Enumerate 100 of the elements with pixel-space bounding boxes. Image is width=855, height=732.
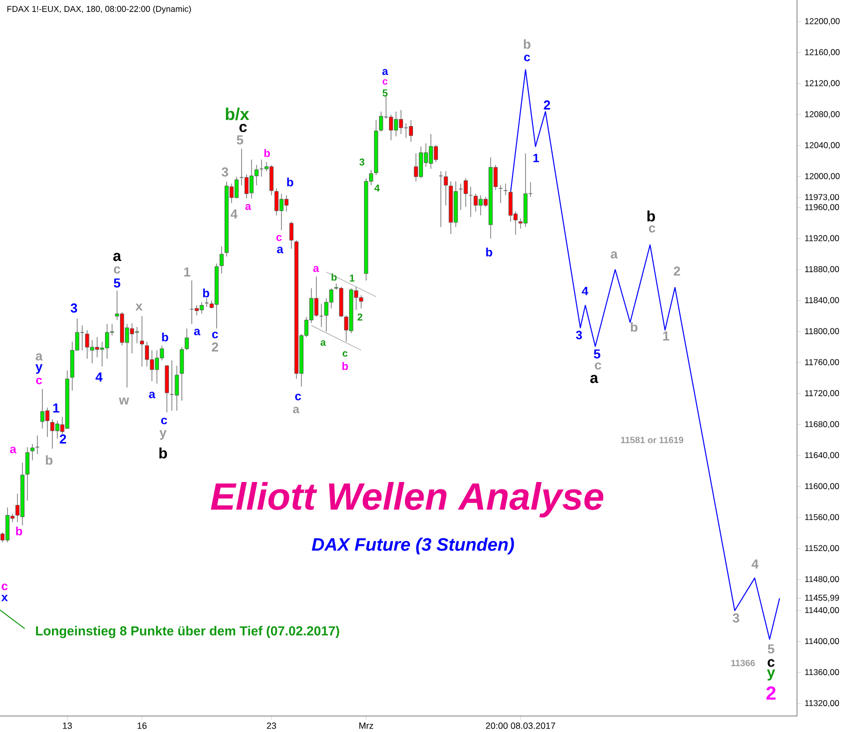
annotation: c	[212, 332, 218, 338]
annotation: 3	[576, 330, 582, 340]
annotation: b	[203, 288, 210, 298]
x-tick-label: 13	[62, 722, 72, 729]
annotation: w	[118, 398, 130, 404]
annotation: 4	[96, 372, 103, 382]
y-tick-label: 11960,00	[805, 204, 840, 212]
annotation: y	[159, 430, 167, 440]
y-tick-label: 11440,00	[805, 607, 840, 614]
annotation: 4	[374, 184, 380, 192]
y-tick-label: 11973,00	[805, 194, 840, 202]
annotation: b	[159, 448, 167, 459]
candlestick	[444, 170, 448, 206]
candlestick	[30, 444, 34, 461]
annotation: 3	[359, 158, 364, 166]
annotation: 4	[582, 286, 588, 296]
x-tick-label: 23	[266, 722, 276, 729]
annotation: c	[768, 659, 775, 667]
y-tick-label: 11880,00	[805, 266, 840, 274]
y-tick-label: 11600,00	[805, 483, 840, 490]
annotation: 4	[752, 560, 759, 568]
text: FDAX 1!-EUX, DAX, 180, 08:00-22:00 (Dynamic)	[7, 6, 191, 14]
annotation: 5	[382, 90, 388, 96]
annotation: c	[295, 394, 301, 400]
annotation: b	[486, 248, 492, 256]
x-tick-label: 16	[138, 722, 147, 729]
annotation: 1	[184, 268, 190, 276]
annotation: x	[135, 304, 143, 310]
annotation: c	[382, 79, 388, 85]
annotation: 11581 or 11619	[621, 436, 684, 444]
annotation: b	[332, 273, 337, 281]
annotation: c	[594, 362, 602, 370]
candlestick	[289, 221, 294, 250]
annotation: 3	[222, 167, 228, 177]
y-tick-label: 12200,00	[805, 18, 840, 26]
y-tick-label: 11920,00	[805, 235, 840, 242]
annotation: a	[313, 266, 320, 272]
annotation: b	[264, 148, 270, 158]
candlestick	[220, 246, 224, 274]
candlestick	[140, 316, 144, 367]
annotation: DAX Future (3 Stunden)	[312, 538, 514, 554]
annotation: a	[245, 204, 252, 210]
annotation: b	[524, 39, 530, 49]
candlestick	[184, 328, 189, 351]
annotation: c	[524, 54, 530, 62]
annotation: c	[36, 378, 42, 384]
y-tick-label: 11520,00	[805, 545, 840, 552]
annotation: 1	[663, 332, 670, 340]
annotation: c	[239, 124, 247, 132]
annotation: x	[1, 594, 8, 602]
y-tick-label: 11720,00	[805, 390, 840, 398]
annotation: 2	[674, 266, 680, 276]
annotation: 5	[114, 278, 120, 288]
annotation: c	[342, 351, 348, 357]
annotation: b	[162, 332, 168, 342]
annotation: b	[647, 210, 655, 222]
annotation: b	[630, 322, 638, 332]
annotation: a	[293, 406, 300, 414]
annotation: 11366	[731, 660, 755, 666]
annotation: 3	[70, 303, 78, 313]
y-tick-label: 11455,99	[805, 594, 839, 602]
annotation: 2	[544, 100, 550, 110]
annotation: c	[276, 234, 282, 242]
annotation: a	[610, 251, 618, 259]
annotation: y	[35, 364, 43, 374]
annotation: b	[46, 455, 52, 465]
annotation: 1	[53, 404, 60, 412]
annotation: 1	[350, 274, 355, 282]
y-tick-label: 11320,00	[805, 700, 840, 708]
y-tick-label: 11360,00	[805, 669, 840, 676]
x-tick-label: 20:00 08.03.2017	[486, 722, 556, 729]
annotation: 4	[230, 210, 238, 218]
annotation: c	[161, 418, 168, 424]
annotation: 5	[594, 349, 600, 359]
annotation: c	[648, 225, 656, 233]
annotation: 1	[533, 154, 539, 162]
y-tick-label: 12040,00	[805, 142, 840, 150]
y-tick-label: 11400,00	[805, 638, 840, 646]
annotation: a	[113, 252, 122, 262]
y-tick-label: 12120,00	[805, 80, 840, 88]
annotation: a	[149, 392, 156, 398]
annotation: 5	[236, 135, 244, 144]
y-tick-label: 11800,00	[805, 328, 840, 336]
y-tick-label: 11640,00	[805, 452, 840, 460]
annotation: b	[16, 526, 22, 536]
annotation: c	[114, 266, 120, 274]
y-tick-label: 12160,00	[805, 49, 840, 56]
y-tick-label: 11480,00	[805, 576, 840, 584]
y-tick-label: 12000,00	[805, 173, 840, 180]
annotation: 3	[732, 613, 740, 623]
annotation: 2	[358, 313, 362, 320]
text: Elliott Wellen Analyse	[210, 482, 604, 518]
y-tick-label: 12080,00	[805, 111, 840, 118]
x-tick-label: Mrz	[359, 722, 374, 729]
annotation: a	[382, 69, 388, 76]
annotation: 2	[60, 434, 66, 444]
annotation: a	[590, 374, 598, 384]
annotation: a	[36, 353, 43, 361]
candlestick	[25, 446, 30, 501]
annotation: b/x	[226, 108, 250, 120]
